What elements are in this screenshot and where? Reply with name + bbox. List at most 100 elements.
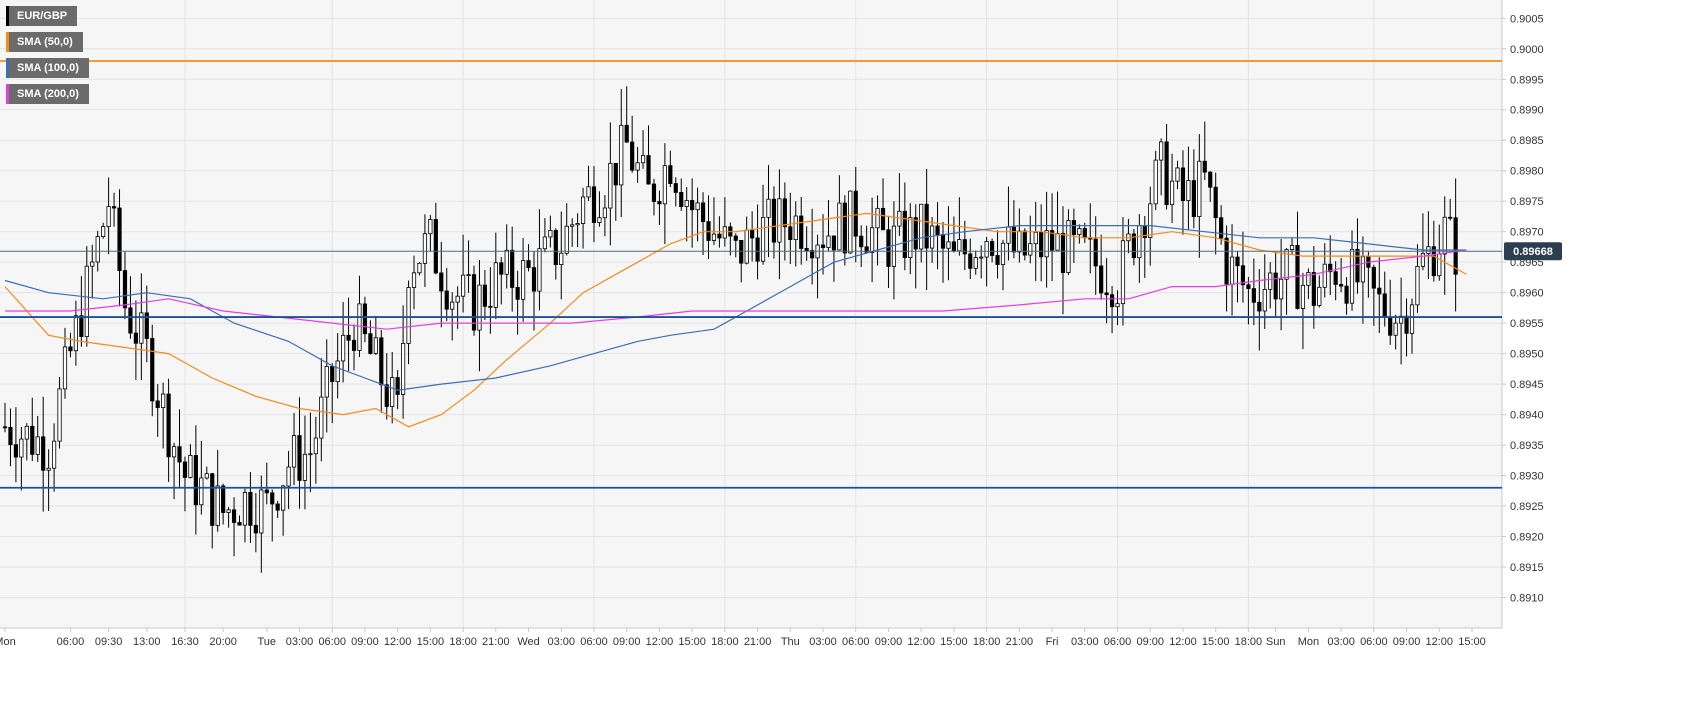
candle-body: [690, 200, 695, 211]
candle-body: [226, 509, 231, 513]
candle-body: [1273, 272, 1278, 300]
candle-body: [651, 183, 657, 202]
x-tick-label: 18:00: [449, 636, 477, 648]
candle-body: [799, 215, 804, 249]
candle-body: [1371, 266, 1376, 289]
candle-body: [1339, 284, 1344, 287]
candle-body: [870, 227, 875, 253]
candle-body: [1208, 171, 1213, 188]
candle-body: [602, 207, 607, 219]
candle-body: [8, 426, 13, 446]
candle-body: [919, 203, 924, 250]
candle-body: [1333, 271, 1338, 285]
candle-body: [1164, 141, 1169, 206]
candle-body: [788, 226, 793, 241]
candle-body: [760, 217, 766, 262]
candle-body: [351, 339, 357, 351]
candle-body: [826, 235, 831, 248]
candle-body: [264, 489, 269, 494]
candle-body: [177, 446, 182, 463]
candle-body: [1328, 263, 1333, 273]
candle-body: [564, 225, 569, 254]
candle-body: [455, 295, 460, 303]
legend-swatch-sma-50: [6, 32, 9, 52]
x-tick-label: 15:00: [417, 636, 445, 648]
candle-body: [259, 489, 264, 534]
x-tick-label: Tue: [257, 636, 276, 648]
candle-body: [853, 190, 858, 237]
candle-body: [319, 396, 324, 439]
y-axis-background: [1502, 0, 1707, 712]
candle-body: [1099, 265, 1104, 294]
candle-body: [62, 346, 68, 390]
candle-body: [357, 303, 362, 351]
candle-body: [275, 503, 280, 511]
candle-body: [1159, 141, 1164, 161]
candle-body: [979, 256, 984, 259]
candle-body: [1349, 248, 1355, 304]
candle-body: [330, 366, 335, 383]
candle-body: [362, 303, 368, 335]
legend-item-sma-200[interactable]: SMA (200,0): [6, 84, 89, 104]
candle-body: [662, 165, 667, 205]
legend-item-sma-100[interactable]: SMA (100,0): [6, 58, 89, 78]
candle-body: [695, 202, 700, 211]
candle-body: [144, 312, 149, 339]
candle-body: [368, 333, 373, 354]
candle-body: [188, 455, 193, 478]
candle-body: [957, 239, 962, 252]
candle-body: [526, 260, 531, 269]
candle-body: [531, 267, 537, 292]
legend-item-sma-50[interactable]: SMA (50,0): [6, 32, 89, 52]
candle-body: [193, 455, 198, 506]
candle-body: [1453, 217, 1458, 275]
candle-body: [880, 207, 886, 231]
candle-body: [1071, 220, 1076, 235]
candle-body: [281, 485, 286, 511]
candle-body: [1251, 288, 1256, 303]
candle-body: [548, 229, 553, 238]
candle-body: [608, 162, 613, 209]
x-tick-label: 06:00: [1360, 636, 1388, 648]
candle-body: [401, 343, 406, 395]
candle-body: [1229, 256, 1235, 285]
legend-item-eurgbp[interactable]: EUR/GBP: [6, 6, 89, 26]
candle-body: [624, 124, 629, 143]
candle-body: [253, 524, 258, 534]
candle-body: [504, 249, 509, 275]
y-tick-label: 0.8930: [1510, 471, 1544, 483]
candle-body: [1300, 284, 1306, 309]
candle-body: [744, 229, 749, 264]
candle-body: [324, 366, 329, 398]
candle-body: [1235, 256, 1240, 267]
candle-body: [1377, 287, 1382, 295]
candle-body: [1382, 293, 1387, 318]
candle-body: [379, 337, 384, 386]
candle-body: [777, 198, 782, 243]
candle-body: [1431, 246, 1436, 277]
legend: EUR/GBP SMA (50,0) SMA (100,0) SMA (200,…: [6, 6, 89, 104]
y-tick-label: 0.9005: [1510, 13, 1544, 25]
candle-body: [635, 162, 640, 171]
candle-body: [297, 435, 302, 481]
candle-body: [30, 425, 35, 455]
candle-body: [935, 225, 940, 235]
candle-body: [902, 210, 907, 258]
candle-body: [1289, 245, 1295, 250]
candle-body: [101, 226, 106, 237]
candle-body: [924, 203, 929, 249]
legend-label-sma-200: SMA (200,0): [9, 84, 89, 104]
candle-body: [24, 425, 29, 440]
candle-body: [231, 509, 237, 523]
x-tick-label: 20:00: [209, 636, 237, 648]
candle-body: [782, 198, 787, 228]
candle-body: [940, 234, 946, 249]
candle-body: [1246, 284, 1251, 290]
candle-body: [41, 436, 46, 471]
candle-body: [1120, 240, 1126, 305]
candle-body: [537, 248, 542, 292]
candle-body: [204, 473, 209, 479]
x-tick-label: Mon: [1298, 636, 1319, 648]
candle-body: [1060, 232, 1066, 273]
